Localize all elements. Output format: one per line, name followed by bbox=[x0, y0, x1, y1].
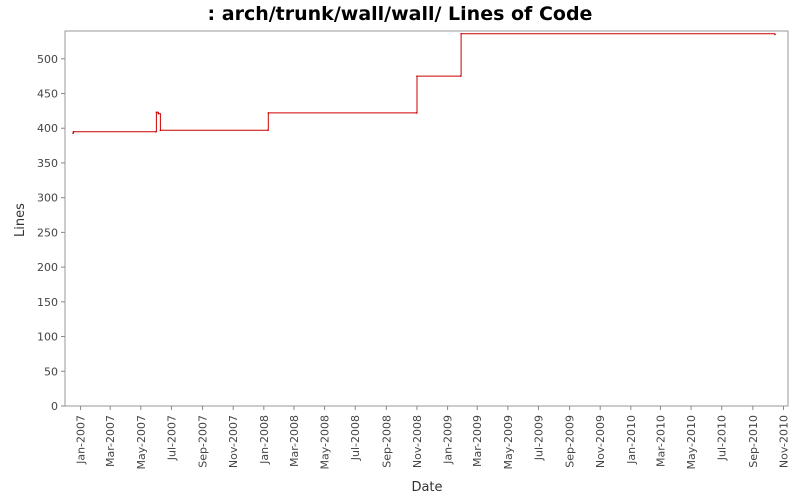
data-point bbox=[72, 132, 74, 134]
x-tick-label: Mar-2010 bbox=[654, 415, 667, 467]
x-tick-label: Sep-2009 bbox=[564, 415, 577, 468]
x-tick-label: Sep-2008 bbox=[380, 415, 393, 468]
y-tick-label: 500 bbox=[37, 53, 58, 66]
x-tick-label: Nov-2008 bbox=[411, 415, 424, 468]
y-tick-label: 250 bbox=[37, 226, 58, 239]
x-tick-label: Jan-2010 bbox=[625, 415, 638, 465]
chart-title: : arch/trunk/wall/wall/ Lines of Code bbox=[207, 3, 593, 25]
y-tick-label: 200 bbox=[37, 261, 58, 274]
y-axis: 0 50 100 150 200 250 300 350 400 450 500 bbox=[37, 53, 65, 413]
data-point bbox=[267, 112, 270, 114]
y-tick-label: 150 bbox=[37, 296, 58, 309]
data-point bbox=[460, 32, 462, 35]
x-tick-label: Jul-2008 bbox=[349, 415, 362, 461]
x-tick-label: Jan-2007 bbox=[75, 415, 88, 465]
y-tick-label: 300 bbox=[37, 192, 58, 205]
x-axis-label: Date bbox=[411, 480, 442, 495]
x-tick-label: May-2009 bbox=[502, 415, 515, 470]
x-tick-label: Mar-2007 bbox=[104, 415, 117, 467]
x-tick-label: Jan-2009 bbox=[442, 415, 455, 465]
data-point bbox=[72, 130, 75, 133]
x-tick-label: May-2007 bbox=[135, 415, 148, 470]
x-tick-label: Sep-2010 bbox=[747, 415, 760, 468]
x-tick-label: Jul-2009 bbox=[532, 415, 545, 461]
x-tick-label: Nov-2010 bbox=[777, 415, 790, 468]
data-point bbox=[155, 111, 158, 114]
x-tick-label: Mar-2009 bbox=[471, 415, 484, 467]
y-tick-label: 0 bbox=[51, 400, 58, 413]
data-point bbox=[157, 112, 160, 115]
x-tick-label: Nov-2009 bbox=[594, 415, 607, 468]
y-tick-label: 100 bbox=[37, 331, 58, 344]
y-tick-label: 350 bbox=[37, 157, 58, 170]
y-tick-label: 450 bbox=[37, 88, 58, 101]
y-tick-label: 400 bbox=[37, 122, 58, 135]
y-axis-label: Lines bbox=[13, 203, 28, 237]
plot-area bbox=[64, 30, 789, 407]
data-point bbox=[459, 75, 462, 77]
x-tick-label: Jul-2010 bbox=[716, 415, 729, 461]
x-tick-label: Nov-2007 bbox=[227, 415, 240, 468]
x-tick-label: Jul-2007 bbox=[165, 415, 178, 461]
x-tick-label: Mar-2008 bbox=[288, 415, 301, 467]
x-tick-label: Sep-2007 bbox=[197, 415, 210, 468]
y-tick-label: 50 bbox=[44, 365, 58, 378]
data-point bbox=[774, 33, 776, 36]
x-axis: Jan-2007 Mar-2007 May-2007 Jul-2007 Sep-2007… bbox=[75, 406, 790, 470]
x-tick-label: May-2010 bbox=[685, 415, 698, 470]
data-point bbox=[155, 130, 157, 133]
data-point bbox=[267, 129, 269, 132]
x-tick-label: Jan-2008 bbox=[258, 415, 271, 465]
data-point bbox=[416, 75, 418, 77]
data-point bbox=[415, 112, 418, 114]
series-layer bbox=[72, 32, 776, 134]
data-point bbox=[159, 129, 162, 132]
x-tick-label: May-2008 bbox=[319, 415, 332, 470]
